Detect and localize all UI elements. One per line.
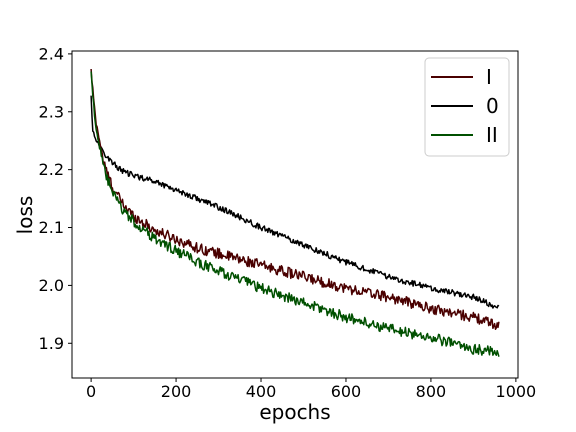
x-tick-label: 600 — [331, 382, 362, 401]
y-tick-label: 2.4 — [39, 44, 64, 63]
series-line-I — [90, 68, 500, 331]
y-tick-label: 2.1 — [39, 218, 64, 237]
x-tick-label: 400 — [246, 382, 277, 401]
plot-frame — [71, 50, 519, 379]
y-tick-label: 1.9 — [39, 334, 64, 353]
y-tick-label: 2.3 — [39, 102, 64, 121]
x-axis-label: epochs — [259, 400, 330, 424]
x-tick-label: 1000 — [496, 382, 537, 401]
series-layer — [90, 68, 500, 357]
legend-label-II: II — [486, 123, 498, 147]
y-tick-label: 2.2 — [39, 160, 64, 179]
x-tick-label: 0 — [86, 382, 96, 401]
y-axis-label: loss — [13, 196, 37, 235]
x-axis: 0 200 400 600 800 1000 — [86, 378, 536, 401]
x-tick-label: 800 — [416, 382, 447, 401]
y-axis: 1.9 2.0 2.1 2.2 2.3 2.4 — [39, 44, 72, 353]
legend: I 0 II — [424, 57, 510, 157]
legend-label-0: 0 — [486, 94, 499, 118]
y-tick-label: 2.0 — [39, 276, 64, 295]
series-line-0 — [90, 95, 500, 309]
x-tick-label: 200 — [161, 382, 192, 401]
legend-label-I: I — [486, 65, 492, 89]
series-line-II — [90, 71, 500, 357]
